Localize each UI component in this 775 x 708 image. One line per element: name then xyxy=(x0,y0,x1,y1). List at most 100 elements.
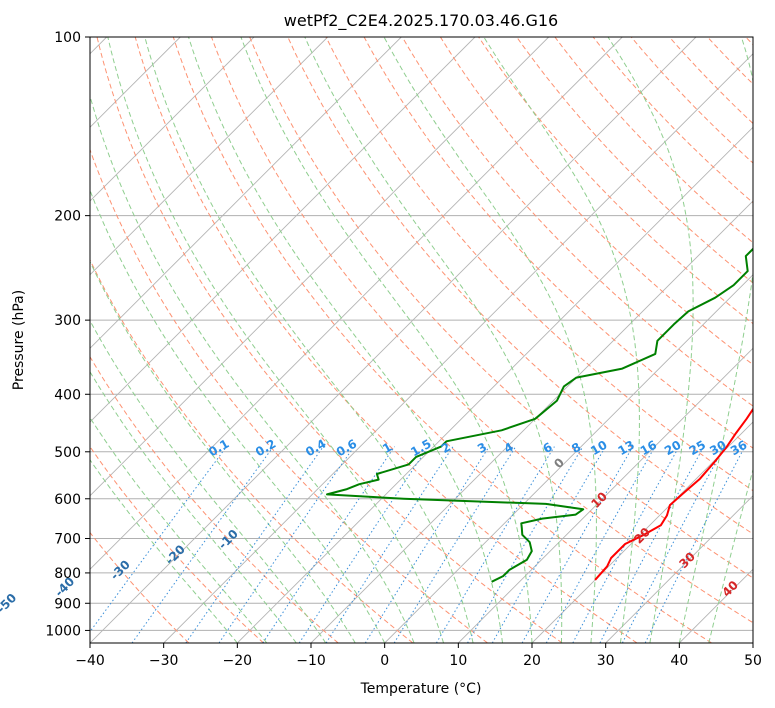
x-tick-label: 0 xyxy=(380,653,389,669)
y-tick-label: 300 xyxy=(54,313,81,329)
x-tick-label: 30 xyxy=(597,653,615,669)
moist-adiabat-line xyxy=(90,416,268,643)
mixing-ratio-line xyxy=(435,446,555,643)
moist-adiabat-line xyxy=(240,37,533,643)
isotherm-line xyxy=(90,37,550,497)
mixing-ratio-label: 20 xyxy=(662,438,683,458)
x-tick-label: 20 xyxy=(523,653,541,669)
isotherm-line xyxy=(531,421,753,643)
isotherm-line xyxy=(678,568,753,643)
x-axis-label: Temperature (°C) xyxy=(360,681,482,697)
mixing-ratio-label: 0.6 xyxy=(334,437,359,460)
dry-adiabat-label: 20 xyxy=(631,525,653,547)
x-tick-label: 40 xyxy=(670,653,688,669)
moist-adiabat-line xyxy=(90,94,415,643)
dry-adiabat-label: 0 xyxy=(551,455,567,471)
isotherm-line xyxy=(90,37,329,276)
dry-adiabat-line xyxy=(707,37,753,85)
dry-adiabat-label: 30 xyxy=(676,549,698,571)
dry-adiabat-line xyxy=(516,37,753,284)
mixing-ratio-line xyxy=(521,446,634,643)
dewpoint-profile-line xyxy=(326,247,753,583)
moist-adiabat-line xyxy=(107,37,445,643)
dry-adiabat-line xyxy=(363,37,753,449)
y-tick-label: 100 xyxy=(54,30,81,46)
mixing-ratio-line xyxy=(621,446,725,643)
x-tick-label: −40 xyxy=(75,653,105,669)
mixing-ratio-line xyxy=(185,446,324,643)
dry-adiabat-line xyxy=(96,37,563,643)
y-axis-label: Pressure (hPa) xyxy=(11,290,27,390)
isotherm-line xyxy=(310,200,753,643)
dry-adiabat-line xyxy=(745,37,753,46)
series-layer xyxy=(326,247,753,583)
mixing-ratio-label: 8 xyxy=(569,440,583,456)
moist-adiabat-line xyxy=(90,260,356,643)
mixing-ratio-label: 30 xyxy=(707,438,728,458)
dry-adiabat-line xyxy=(592,37,753,204)
mixing-ratio-label: 2 xyxy=(439,440,453,456)
dry-adiabat-line xyxy=(325,37,753,492)
moist-adiabat-line xyxy=(383,37,597,643)
dry-adiabat-line xyxy=(439,37,753,366)
mixing-ratio-line xyxy=(218,446,355,643)
y-tick-label: 700 xyxy=(54,532,81,548)
mixing-ratio-label: 1.5 xyxy=(408,437,433,460)
mixing-ratio-line xyxy=(545,446,656,643)
mixing-ratio-line xyxy=(467,446,584,643)
y-tick-label: 500 xyxy=(54,445,81,461)
moist-adiabat-line xyxy=(90,189,386,643)
mixing-ratio-line xyxy=(491,446,607,643)
y-tick-label: 200 xyxy=(54,209,81,225)
x-tick-label: 50 xyxy=(744,653,762,669)
x-tick-label: −10 xyxy=(296,653,326,669)
isotherm-line xyxy=(384,274,753,643)
tick-layer: −40 −30 −20 −10 0 10 20 30 40 5010020030040050060… xyxy=(45,30,762,669)
mixing-ratio-line xyxy=(393,446,517,643)
mixing-ratio-line xyxy=(599,446,705,643)
mixing-ratio-label: 4 xyxy=(502,440,516,456)
dry-adiabat-line xyxy=(478,37,753,325)
y-tick-label: 400 xyxy=(54,387,81,403)
moist-adiabat-line xyxy=(708,467,753,643)
isotherm-line xyxy=(90,37,623,570)
mixing-ratio-label: 0.1 xyxy=(206,437,231,460)
dry-adiabat-line xyxy=(554,37,753,244)
mixing-ratio-label: 13 xyxy=(616,438,637,458)
moist-adiabat-line xyxy=(188,37,503,643)
y-tick-label: 1000 xyxy=(45,623,81,639)
dry-adiabat-label: -30 xyxy=(108,557,133,582)
isotherm-line xyxy=(752,642,753,643)
dry-adiabat-line xyxy=(90,355,339,643)
dry-adiabat-label: 40 xyxy=(719,578,741,600)
mixing-ratio-line xyxy=(325,446,454,643)
chart-title: wetPf2_C2E4.2025.170.03.46.G16 xyxy=(284,11,558,31)
mixing-ratio-line xyxy=(644,446,746,643)
y-tick-label: 600 xyxy=(54,492,81,508)
isotherm-line xyxy=(90,37,476,423)
dry-adiabat-line xyxy=(90,531,190,643)
dry-adiabat-label: -50 xyxy=(0,591,19,616)
y-tick-label: 900 xyxy=(54,596,81,612)
mixing-ratio-line xyxy=(572,446,680,643)
dry-adiabat-line xyxy=(401,37,753,407)
mixing-ratio-label: 3 xyxy=(475,440,489,456)
mixing-ratio-label: 25 xyxy=(687,438,708,458)
mixing-ratio-label: 0.4 xyxy=(303,437,328,460)
mixing-ratio-line xyxy=(298,446,429,643)
dry-adiabat-line xyxy=(90,148,488,643)
moist-adiabat-line xyxy=(607,37,694,643)
grid-layer xyxy=(90,37,753,643)
moist-adiabat-line xyxy=(90,319,327,643)
mixing-ratio-line xyxy=(131,446,274,643)
isotherm-line xyxy=(163,53,753,643)
isotherm-line xyxy=(457,347,753,643)
dry-adiabat-line xyxy=(90,258,414,643)
dry-adiabat-line xyxy=(134,37,638,643)
x-tick-label: −20 xyxy=(223,653,253,669)
mixing-ratio-label: 6 xyxy=(540,440,554,456)
isotherm-line xyxy=(236,126,753,643)
dry-adiabat-line xyxy=(249,37,753,579)
mixing-ratio-line xyxy=(262,446,396,643)
